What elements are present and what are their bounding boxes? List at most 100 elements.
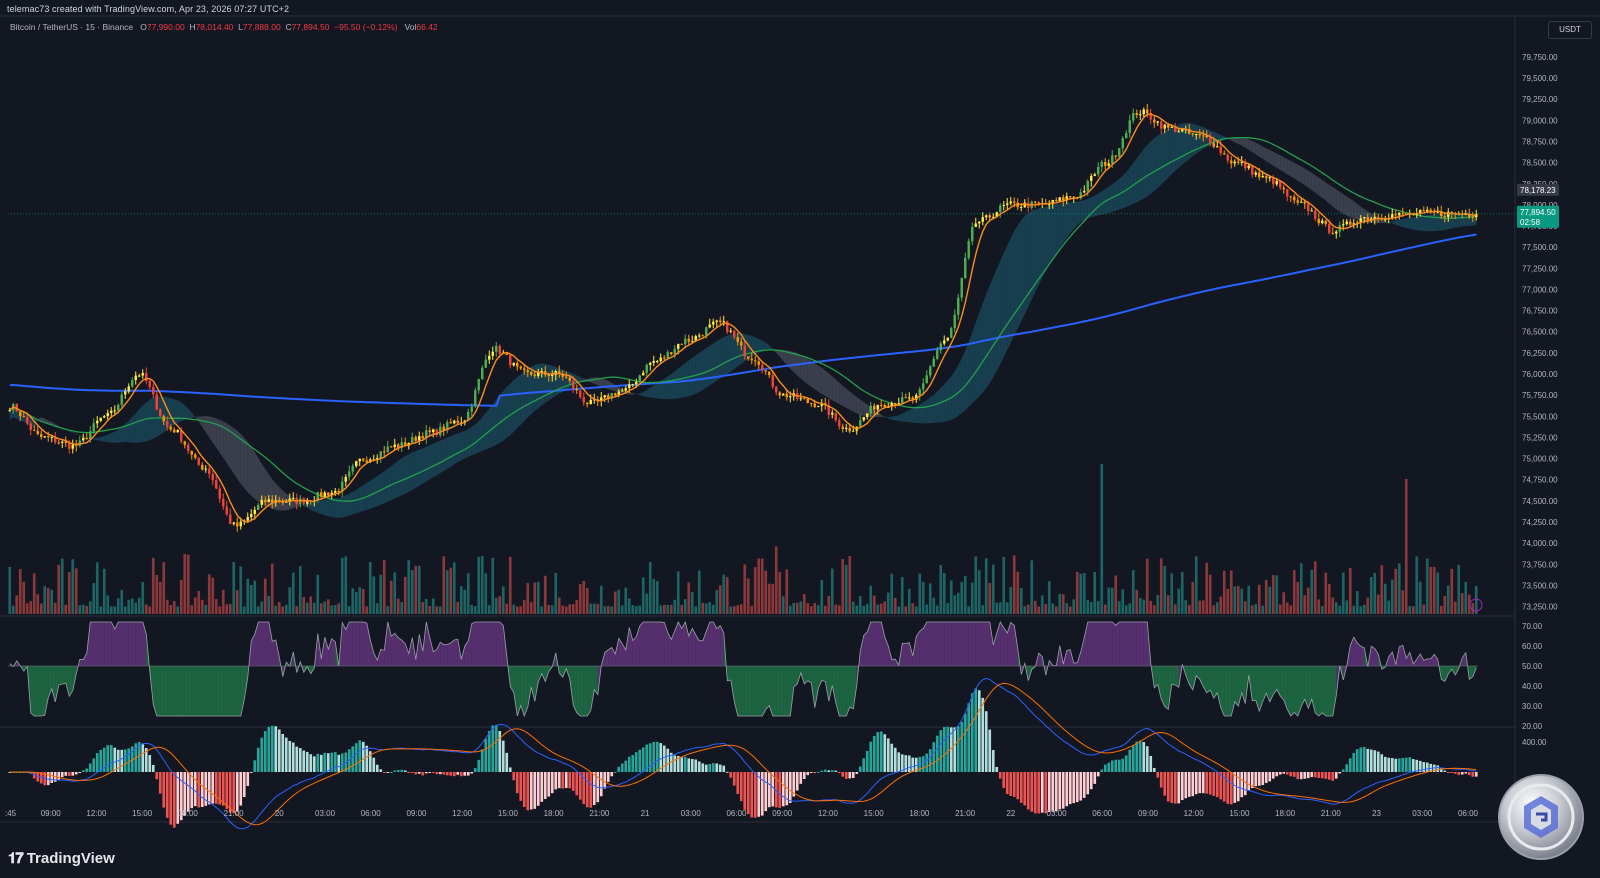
macd-histogram-bar bbox=[36, 772, 40, 782]
candle-body bbox=[1268, 177, 1271, 179]
volume-bar bbox=[78, 605, 82, 614]
time-axis-label: 21:00 bbox=[1321, 809, 1342, 818]
ichimoku-cloud-segment bbox=[370, 478, 374, 509]
macd-histogram-bar bbox=[438, 772, 442, 775]
rsi-fill-segment bbox=[541, 666, 546, 682]
rsi-fill-segment bbox=[41, 666, 45, 716]
rsi-fill-segment bbox=[996, 622, 1001, 666]
volume-bar bbox=[71, 559, 75, 614]
volume-bar bbox=[851, 601, 855, 614]
macd-histogram-bar bbox=[190, 772, 194, 809]
macd-histogram-bar bbox=[736, 772, 740, 794]
macd-histogram-bar bbox=[323, 752, 327, 772]
macd-histogram-bar bbox=[655, 741, 659, 772]
price-axis-label: 74,750.00 bbox=[1522, 476, 1558, 485]
ichimoku-cloud-segment bbox=[240, 433, 245, 489]
candle-body bbox=[1048, 204, 1051, 206]
symbol-label[interactable]: Bitcoin / TetherUS · 15 · Binance bbox=[10, 22, 134, 32]
volume-bar bbox=[218, 606, 222, 614]
rsi-fill-segment bbox=[608, 647, 612, 666]
candle-body bbox=[1279, 180, 1282, 188]
ichimoku-cloud-segment bbox=[776, 349, 780, 357]
time-axis-label: 18:00 bbox=[909, 809, 930, 818]
macd-histogram-bar bbox=[1415, 759, 1419, 772]
ichimoku-cloud-segment bbox=[391, 463, 395, 501]
macd-histogram-bar bbox=[1443, 770, 1447, 772]
candle-body bbox=[785, 393, 788, 398]
volume-bar bbox=[211, 577, 215, 614]
volume-bar bbox=[456, 601, 460, 614]
volume-bar bbox=[403, 576, 407, 614]
ichimoku-cloud-segment bbox=[499, 390, 504, 444]
volume-bar bbox=[1082, 573, 1086, 614]
volume-bar bbox=[1457, 564, 1461, 614]
ichimoku-cloud-segment bbox=[1413, 216, 1417, 231]
rsi-fill-segment bbox=[1192, 666, 1197, 690]
rsi-fill-segment bbox=[226, 666, 231, 716]
tradingview-brand[interactable]: 𝟏𝟕 TradingView bbox=[8, 850, 115, 867]
macd-histogram-bar bbox=[837, 772, 841, 774]
candle-body bbox=[1055, 199, 1058, 201]
rsi-fill-segment bbox=[888, 645, 892, 666]
ichimoku-cloud-segment bbox=[349, 491, 353, 516]
volume-bar bbox=[74, 568, 78, 614]
ichimoku-cloud-segment bbox=[1203, 127, 1207, 149]
macd-histogram-bar bbox=[207, 772, 211, 805]
volume-bar bbox=[1460, 593, 1464, 614]
rsi-fill-segment bbox=[1091, 622, 1095, 666]
ichimoku-cloud-segment bbox=[1297, 164, 1302, 183]
macd-histogram-bar bbox=[1019, 772, 1023, 803]
candle-body bbox=[383, 451, 386, 453]
macd-histogram-bar bbox=[1296, 772, 1300, 780]
rsi-fill-segment bbox=[1206, 666, 1211, 693]
volume-bar bbox=[144, 604, 148, 614]
ichimoku-cloud-segment bbox=[1164, 129, 1169, 182]
macd-histogram-bar bbox=[144, 748, 148, 772]
rsi-fill-segment bbox=[265, 622, 269, 666]
candle-body bbox=[761, 364, 764, 371]
rsi-fill-segment bbox=[748, 666, 752, 716]
macd-histogram-bar bbox=[403, 770, 407, 772]
candle-body bbox=[887, 406, 890, 408]
volume-bar bbox=[613, 591, 617, 614]
price-axis-label: 76,250.00 bbox=[1522, 349, 1558, 358]
macd-histogram-bar bbox=[708, 764, 712, 772]
ichimoku-cloud-segment bbox=[426, 445, 430, 482]
candle-body bbox=[568, 377, 571, 381]
macd-histogram-bar bbox=[179, 772, 183, 821]
volume-bar bbox=[1355, 591, 1359, 614]
macd-histogram-bar bbox=[925, 753, 929, 772]
candle-body bbox=[883, 405, 886, 408]
ichimoku-cloud-segment bbox=[1308, 170, 1312, 191]
ichimoku-cloud-segment bbox=[149, 397, 154, 441]
rsi-fill-segment bbox=[380, 649, 385, 666]
volume-bar bbox=[1313, 561, 1317, 614]
candle-body bbox=[29, 423, 32, 430]
ichimoku-cloud-segment bbox=[1241, 137, 1246, 148]
macd-histogram-bar bbox=[1341, 769, 1345, 772]
volume-bar bbox=[484, 573, 488, 614]
rsi-fill-segment bbox=[107, 622, 112, 666]
macd-histogram-bar bbox=[291, 742, 295, 772]
volume-bar bbox=[753, 567, 757, 614]
ichimoku-cloud-segment bbox=[76, 434, 80, 437]
candle-body bbox=[1464, 213, 1467, 215]
volume-bar bbox=[358, 587, 362, 614]
ichimoku-cloud-segment bbox=[814, 363, 819, 392]
time-axis-label: 12:00 bbox=[86, 809, 107, 818]
volume-bar bbox=[666, 604, 670, 614]
volume-bar bbox=[508, 556, 512, 614]
candle-body bbox=[183, 441, 186, 445]
macd-histogram-bar bbox=[281, 733, 285, 772]
candle-body bbox=[341, 481, 344, 492]
ichimoku-cloud-segment bbox=[972, 322, 976, 404]
ichimoku-cloud-segment bbox=[1035, 208, 1039, 292]
ichimoku-cloud-segment bbox=[310, 501, 315, 512]
candle-body bbox=[222, 498, 225, 507]
volume-bar bbox=[974, 556, 978, 614]
rsi-fill-segment bbox=[513, 666, 518, 716]
currency-button[interactable]: USDT bbox=[1548, 21, 1592, 39]
ichimoku-cloud-segment bbox=[205, 416, 210, 438]
ichimoku-cloud-segment bbox=[1427, 214, 1431, 232]
